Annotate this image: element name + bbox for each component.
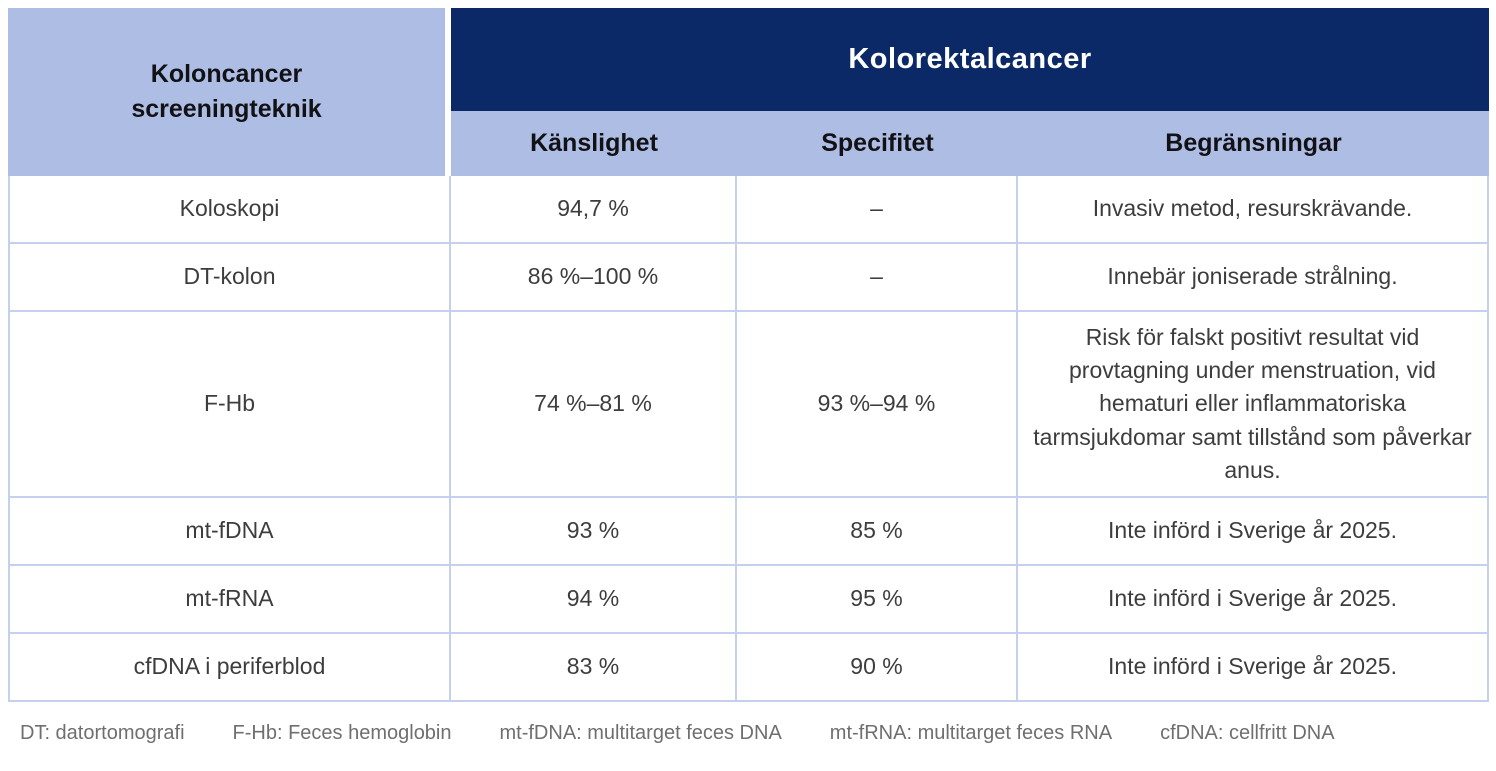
specificity-cell: – [737, 244, 1018, 312]
table-row: mt-fDNA 93 % 85 % Inte införd i Sverige … [8, 498, 1489, 566]
specificity-cell: 90 % [737, 634, 1018, 702]
table-body: Koloskopi 94,7 % – Invasiv metod, resurs… [8, 176, 1489, 702]
limitations-cell: Inte införd i Sverige år 2025. [1018, 566, 1489, 634]
sensitivity-cell: 74 %–81 % [451, 312, 737, 498]
screening-table: Koloncancer screeningteknik Kolorektalca… [8, 8, 1489, 702]
col-header-kanslighet: Känslighet [451, 111, 737, 176]
col-header-begransningar: Begränsningar [1018, 111, 1489, 176]
footnote-mtfrna: mt-fRNA: multitarget feces RNA [829, 722, 1113, 744]
limitations-cell: Innebär joniserade strålning. [1018, 244, 1489, 312]
technique-cell: cfDNA i periferblod [8, 634, 451, 702]
corner-header-cell: Koloncancer screeningteknik [8, 8, 451, 176]
footnote-dt: DT: datortomografi [20, 722, 185, 744]
technique-cell: mt-fRNA [8, 566, 451, 634]
technique-cell: Koloskopi [8, 176, 451, 244]
table-row: F-Hb 74 %–81 % 93 %–94 % Risk för falskt… [8, 312, 1489, 498]
footnote-mtfdna: mt-fDNA: multitarget feces DNA [499, 722, 782, 744]
table-row: DT-kolon 86 %–100 % – Innebär joniserade… [8, 244, 1489, 312]
footnotes: DT: datortomografi F-Hb: Feces hemoglobi… [8, 702, 1489, 745]
specificity-cell: 93 %–94 % [737, 312, 1018, 498]
screening-table-container: Koloncancer screeningteknik Kolorektalca… [8, 8, 1489, 745]
corner-header-label: Koloncancer screeningteknik [131, 60, 322, 123]
group-header-label: Kolorektalcancer [848, 43, 1092, 75]
sensitivity-cell: 94 % [451, 566, 737, 634]
table-row: cfDNA i periferblod 83 % 90 % Inte inför… [8, 634, 1489, 702]
technique-cell: mt-fDNA [8, 498, 451, 566]
table-header: Koloncancer screeningteknik Kolorektalca… [8, 8, 1489, 176]
col-header-specifitet: Specifitet [737, 111, 1018, 176]
technique-cell: F-Hb [8, 312, 451, 498]
footnote-fhb: F-Hb: Feces hemoglobin [232, 722, 452, 744]
limitations-cell: Invasiv metod, resurskrävande. [1018, 176, 1489, 244]
specificity-cell: 95 % [737, 566, 1018, 634]
footnote-cfdna: cfDNA: cellfritt DNA [1160, 722, 1335, 744]
sensitivity-cell: 83 % [451, 634, 737, 702]
table-row: Koloskopi 94,7 % – Invasiv metod, resurs… [8, 176, 1489, 244]
limitations-cell: Inte införd i Sverige år 2025. [1018, 498, 1489, 566]
limitations-cell: Inte införd i Sverige år 2025. [1018, 634, 1489, 702]
group-header-cell: Kolorektalcancer [451, 8, 1489, 111]
sensitivity-cell: 94,7 % [451, 176, 737, 244]
sensitivity-cell: 86 %–100 % [451, 244, 737, 312]
sensitivity-cell: 93 % [451, 498, 737, 566]
limitations-cell: Risk för falskt positivt resultat vid pr… [1018, 312, 1489, 498]
specificity-cell: 85 % [737, 498, 1018, 566]
table-row: mt-fRNA 94 % 95 % Inte införd i Sverige … [8, 566, 1489, 634]
technique-cell: DT-kolon [8, 244, 451, 312]
specificity-cell: – [737, 176, 1018, 244]
